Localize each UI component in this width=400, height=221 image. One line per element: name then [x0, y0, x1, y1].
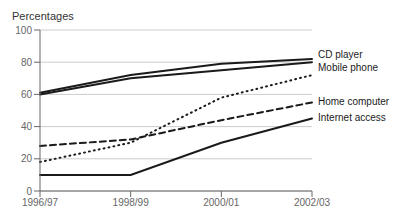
svg-text:40: 40	[21, 121, 33, 132]
svg-text:CD player: CD player	[318, 49, 363, 60]
svg-text:1998/99: 1998/99	[113, 197, 150, 208]
svg-text:0: 0	[26, 186, 32, 197]
svg-text:60: 60	[21, 89, 33, 100]
svg-text:80: 80	[21, 57, 33, 68]
svg-text:2002/03: 2002/03	[294, 197, 331, 208]
svg-text:100: 100	[15, 25, 32, 36]
svg-text:20: 20	[21, 153, 33, 164]
svg-text:Mobile phone: Mobile phone	[318, 62, 378, 73]
svg-text:2000/01: 2000/01	[203, 197, 240, 208]
svg-text:Home computer: Home computer	[318, 96, 390, 107]
html-text:Percentages: Percentages	[12, 10, 74, 22]
svg-text:1996/97: 1996/97	[22, 197, 59, 208]
svg-text:Internet access: Internet access	[318, 112, 386, 123]
